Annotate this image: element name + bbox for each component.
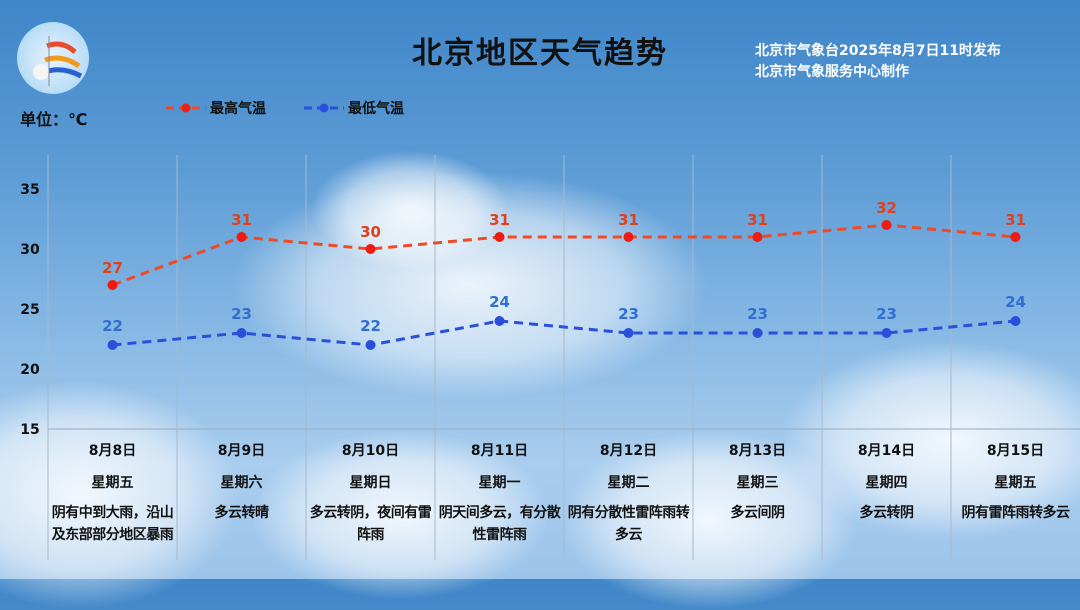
- data-label: 32: [876, 199, 897, 217]
- condition-label: 多云转晴: [214, 505, 270, 521]
- data-point: [365, 340, 376, 350]
- weekday-label: 星期四: [865, 475, 908, 491]
- day-column: 8月8日星期五阴有中到大雨，沿山及东部部分地区暴雨: [48, 440, 177, 546]
- date-label: 8月10日: [341, 443, 400, 459]
- day-column: 8月11日星期一阴天间多云，有分散性雷阵雨: [435, 440, 564, 546]
- condition-label: 多云转阴，夜间有雷阵雨: [309, 505, 432, 543]
- date-label: 8月11日: [470, 443, 529, 459]
- day-column: 8月14日星期四多云转阴: [822, 440, 951, 524]
- temperature-chart: 35 30 25 20 15 27 31 30 31 31 31 32 31 22 23 22 24 23 23 23…: [20, 155, 1080, 560]
- data-label: 27: [102, 259, 123, 277]
- source-line-1: 北京市气象台2025年8月7日11时发布: [755, 43, 1001, 59]
- data-label: 23: [618, 305, 639, 323]
- day-column: 8月9日星期六多云转晴: [177, 440, 306, 524]
- date-label: 8月12日: [599, 443, 658, 459]
- y-tick-label: 30: [20, 242, 40, 258]
- data-point: [752, 328, 763, 338]
- data-label: 31: [1005, 211, 1026, 229]
- data-label: 23: [747, 305, 768, 323]
- data-label: 22: [360, 317, 381, 335]
- data-point: [236, 232, 247, 242]
- data-point: [623, 232, 634, 242]
- legend-low-marker: [304, 103, 344, 113]
- series-line-low: [112, 319, 1016, 347]
- date-label: 8月15日: [986, 443, 1045, 459]
- y-tick-label: 25: [20, 302, 39, 318]
- condition-label: 多云转阴: [859, 505, 915, 521]
- condition-label: 多云间阴: [730, 505, 786, 521]
- data-point: [107, 280, 118, 290]
- weekday-label: 星期一: [478, 475, 521, 491]
- data-point: [752, 232, 763, 242]
- data-label: 23: [231, 305, 252, 323]
- unit-label: 单位：℃: [20, 110, 88, 129]
- legend-low-label: 最低气温: [348, 101, 404, 117]
- condition-label: 阴有中到大雨，沿山及东部部分地区暴雨: [51, 505, 174, 543]
- condition-label: 阴有分散性雷阵雨转多云: [567, 505, 690, 543]
- weekday-label: 星期五: [994, 475, 1037, 491]
- data-point: [236, 328, 247, 338]
- logo: [17, 22, 89, 94]
- date-label: 8月9日: [217, 443, 266, 459]
- data-label: 31: [231, 211, 252, 229]
- data-label: 31: [489, 211, 510, 229]
- data-point: [107, 340, 118, 350]
- data-point: [881, 220, 892, 230]
- day-column: 8月10日星期日多云转阴，夜间有雷阵雨: [306, 440, 435, 546]
- y-tick-label: 15: [20, 422, 39, 438]
- data-label: 30: [360, 223, 381, 241]
- legend-low: 最低气温: [304, 98, 404, 118]
- condition-label: 阴天间多云，有分散性雷阵雨: [438, 505, 561, 543]
- data-label: 31: [747, 211, 768, 229]
- day-column: 8月12日星期二阴有分散性雷阵雨转多云: [564, 440, 693, 546]
- data-point: [1010, 316, 1021, 326]
- weekday-label: 星期二: [607, 475, 650, 491]
- data-point: [623, 328, 634, 338]
- chart-title: 北京地区天气趋势: [412, 36, 668, 71]
- data-label: 24: [1005, 293, 1026, 311]
- condition-label: 阴有雷阵雨转多云: [961, 505, 1071, 521]
- data-point: [1010, 232, 1021, 242]
- data-label: 24: [489, 293, 510, 311]
- day-column: 8月13日星期三多云间阴: [693, 440, 822, 524]
- data-point: [881, 328, 892, 338]
- data-label: 31: [618, 211, 639, 229]
- data-label: 22: [102, 317, 123, 335]
- data-point: [365, 244, 376, 254]
- legend-high: 最高气温: [166, 98, 266, 118]
- weekday-label: 星期五: [91, 475, 134, 491]
- data-label: 23: [876, 305, 897, 323]
- source-line-2: 北京市气象服务中心制作: [755, 64, 909, 80]
- date-label: 8月13日: [728, 443, 787, 459]
- date-label: 8月14日: [857, 443, 916, 459]
- weekday-label: 星期六: [220, 475, 263, 491]
- data-point: [494, 232, 505, 242]
- day-column: 8月15日星期五阴有雷阵雨转多云: [951, 440, 1080, 524]
- data-point: [494, 316, 505, 326]
- weekday-label: 星期三: [736, 475, 779, 491]
- legend-high-label: 最高气温: [210, 101, 266, 117]
- y-tick-label: 35: [20, 182, 39, 198]
- date-label: 8月8日: [88, 443, 137, 459]
- weekday-label: 星期日: [349, 475, 392, 491]
- y-tick-label: 20: [20, 362, 40, 378]
- legend-high-marker: [166, 103, 206, 113]
